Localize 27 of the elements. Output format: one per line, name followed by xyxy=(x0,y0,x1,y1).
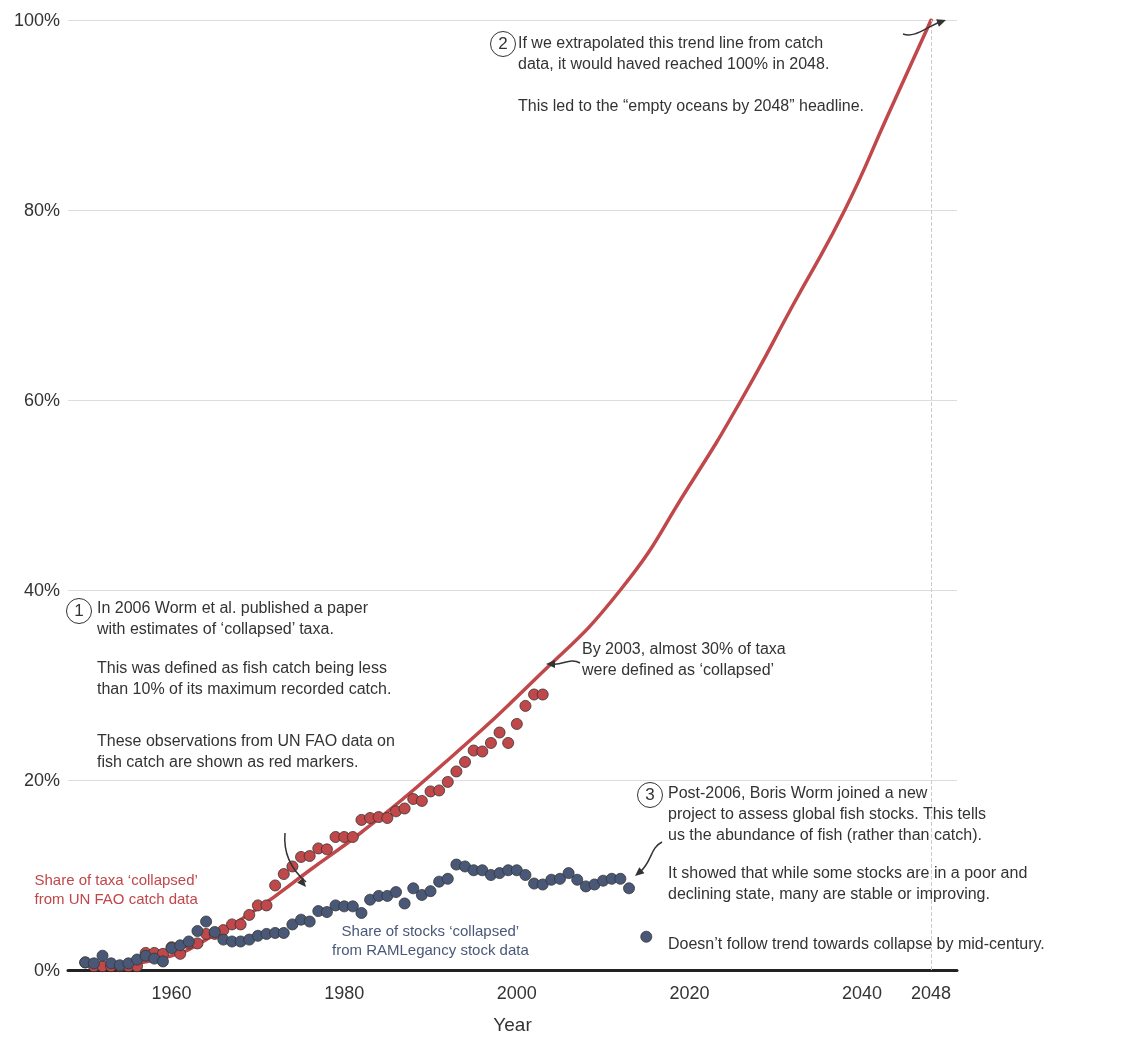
x-tick-label: 2040 xyxy=(842,983,883,1003)
series-label: Share of taxa ‘collapsed’ from UN FAO catch data xyxy=(34,870,198,909)
annotation: This led to the “empty oceans by 2048” headline. xyxy=(518,96,864,116)
annotation: 1 xyxy=(66,598,92,624)
annotation: In 2006 Worm et al. published a paper with estimates of ‘collapsed’ taxa. xyxy=(97,598,368,639)
y-tick-label: 60% xyxy=(23,390,60,410)
y-tick-label: 0% xyxy=(33,960,60,980)
annotation: These observations from UN FAO data on fish catch are shown as red markers. xyxy=(97,731,395,772)
x-axis-title: Year xyxy=(493,1014,533,1035)
annotation: It showed that while some stocks are in a poor and declining state, many are stable or improving. xyxy=(668,863,1028,904)
series-label: Share of stocks ‘collapsed’ from RAMLegancy stock data xyxy=(332,920,529,959)
annotation: By 2003, almost 30% of taxa were defined as ‘collapsed’ xyxy=(582,639,786,680)
annotation: Post-2006, Boris Worm joined a new project to assess global fish stocks. This tells us the abundance of fish (rather than catch). xyxy=(668,783,987,845)
x-tick-label: 2048 xyxy=(911,983,952,1003)
annotation: Doesn’t follow trend towards collapse by mid-century. xyxy=(668,934,1045,954)
annotation: This was defined as fish catch being less than 10% of its maximum recorded catch. xyxy=(97,658,392,699)
y-tick-label: 100% xyxy=(13,10,60,30)
x-tick-label: 2000 xyxy=(496,983,537,1003)
annotation: 2 xyxy=(490,31,516,57)
y-tick-label: 40% xyxy=(23,580,60,600)
x-tick-label: 1980 xyxy=(324,983,365,1003)
x-tick-label: 1960 xyxy=(151,983,192,1003)
y-tick-label: 20% xyxy=(23,770,60,790)
annotation: 3 xyxy=(637,782,663,808)
x-tick-label: 2020 xyxy=(669,983,710,1003)
annotation: If we extrapolated this trend line from catch data, it would haved reached 100% in 2048. xyxy=(518,33,830,74)
y-tick-label: 80% xyxy=(23,200,60,220)
